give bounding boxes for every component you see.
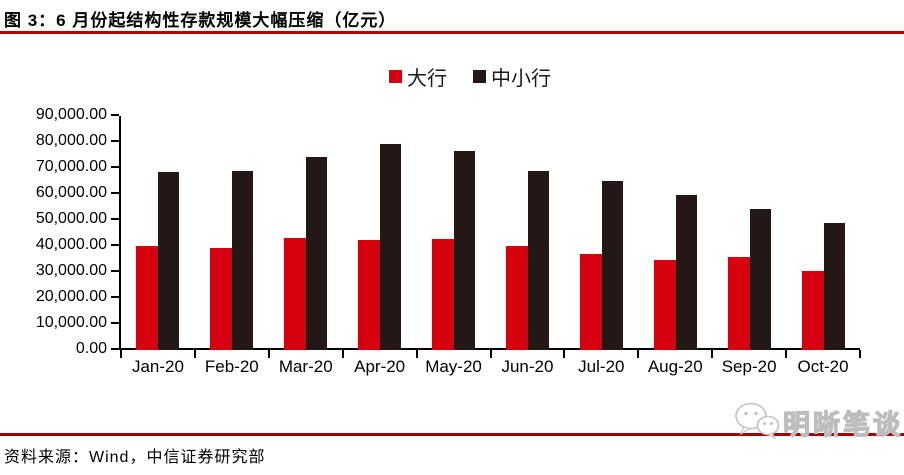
y-axis-label: 50,000.00 [35,210,107,227]
x-axis-tick [785,350,788,358]
legend-item-small-mid-banks: 中小行 [473,62,551,91]
x-axis-tick [120,350,122,358]
y-axis-tick [111,166,119,168]
y-axis-label: 40,000.00 [35,236,107,253]
x-axis-tick [193,350,196,358]
bar-s1-apr-20 [380,143,402,350]
bar-s1-sep-20 [749,209,771,350]
bar-s1-may-20 [454,151,476,350]
x-axis-label: May-20 [425,357,482,376]
bar-s0-apr-20 [358,240,381,350]
bar-s0-may-20 [432,239,455,350]
y-axis-label: 90,000.00 [35,106,107,123]
x-axis-label: Jun-20 [501,357,554,376]
bar-s0-jan-20 [136,246,159,350]
source-note: 资料来源：Wind，中信证券研究部 [4,449,266,466]
x-axis-tick [637,350,640,358]
y-axis-tick [111,218,119,220]
legend-label-large-banks: 大行 [407,67,447,90]
bar-s1-oct-20 [823,222,845,350]
bar-s0-oct-20 [801,270,824,350]
x-axis-label: Mar-20 [278,357,333,376]
legend-swatch-dark [473,69,486,83]
x-axis-tick [415,350,418,358]
wechat-bubbles-icon [734,401,780,444]
y-axis-tick [111,114,119,116]
bar-s1-jan-20 [158,171,180,350]
bar-s1-feb-20 [232,170,254,350]
x-axis-label: Jan-20 [131,357,184,376]
bar-s0-sep-20 [727,256,750,350]
bar-s0-jul-20 [579,254,602,350]
legend-label-small-mid-banks: 中小行 [491,67,551,90]
x-axis-tick [563,350,566,358]
x-axis-label: Aug-20 [647,357,703,376]
y-axis-label: 80,000.00 [35,132,107,149]
x-axis-line [119,348,860,350]
x-axis-tick [267,350,270,358]
x-axis-tick [341,350,344,358]
x-axis-label: Feb-20 [204,357,259,376]
y-axis-tick [111,348,119,350]
legend-swatch-red [389,69,402,83]
x-axis-label: Oct-20 [797,357,849,376]
x-axis-label: Sep-20 [721,357,777,376]
y-axis-line [119,116,121,350]
bar-s0-feb-20 [210,247,233,350]
bar-s1-aug-20 [675,195,697,350]
x-axis-label: Jul-20 [578,357,625,376]
bar-s0-aug-20 [653,260,676,350]
x-axis-label: Apr-20 [354,357,406,376]
y-axis-label: 30,000.00 [35,262,107,279]
y-axis-tick [111,244,119,246]
x-axis-tick [859,350,861,358]
y-axis-tick [111,270,119,272]
y-axis-label: 10,000.00 [35,314,107,331]
chart-legend: 大行 中小行 [18,62,904,91]
y-axis-tick [111,296,119,298]
y-axis-label: 0.00 [75,340,107,357]
watermark-text: 明晰笔谈 [782,409,903,440]
bar-s0-mar-20 [284,238,307,350]
bar-s1-jun-20 [527,171,549,350]
y-axis-label: 60,000.00 [35,184,107,201]
figure-title: 图 3：6 月份起结构性存款规模大幅压缩（亿元） [4,11,397,30]
y-axis-tick [111,322,119,324]
y-axis-tick [111,192,119,194]
bar-s1-mar-20 [306,157,328,350]
x-axis-tick [489,350,492,358]
title-underline [0,31,904,34]
y-axis-label: 20,000.00 [35,288,107,305]
y-axis-label: 70,000.00 [35,158,107,175]
watermark: 明晰笔谈 [734,401,903,443]
footer-rule [0,433,904,436]
legend-item-large-banks: 大行 [389,62,447,91]
bar-s0-jun-20 [505,245,528,350]
y-axis-tick [111,140,119,142]
x-axis-tick [711,350,714,358]
bar-s1-jul-20 [601,181,623,350]
